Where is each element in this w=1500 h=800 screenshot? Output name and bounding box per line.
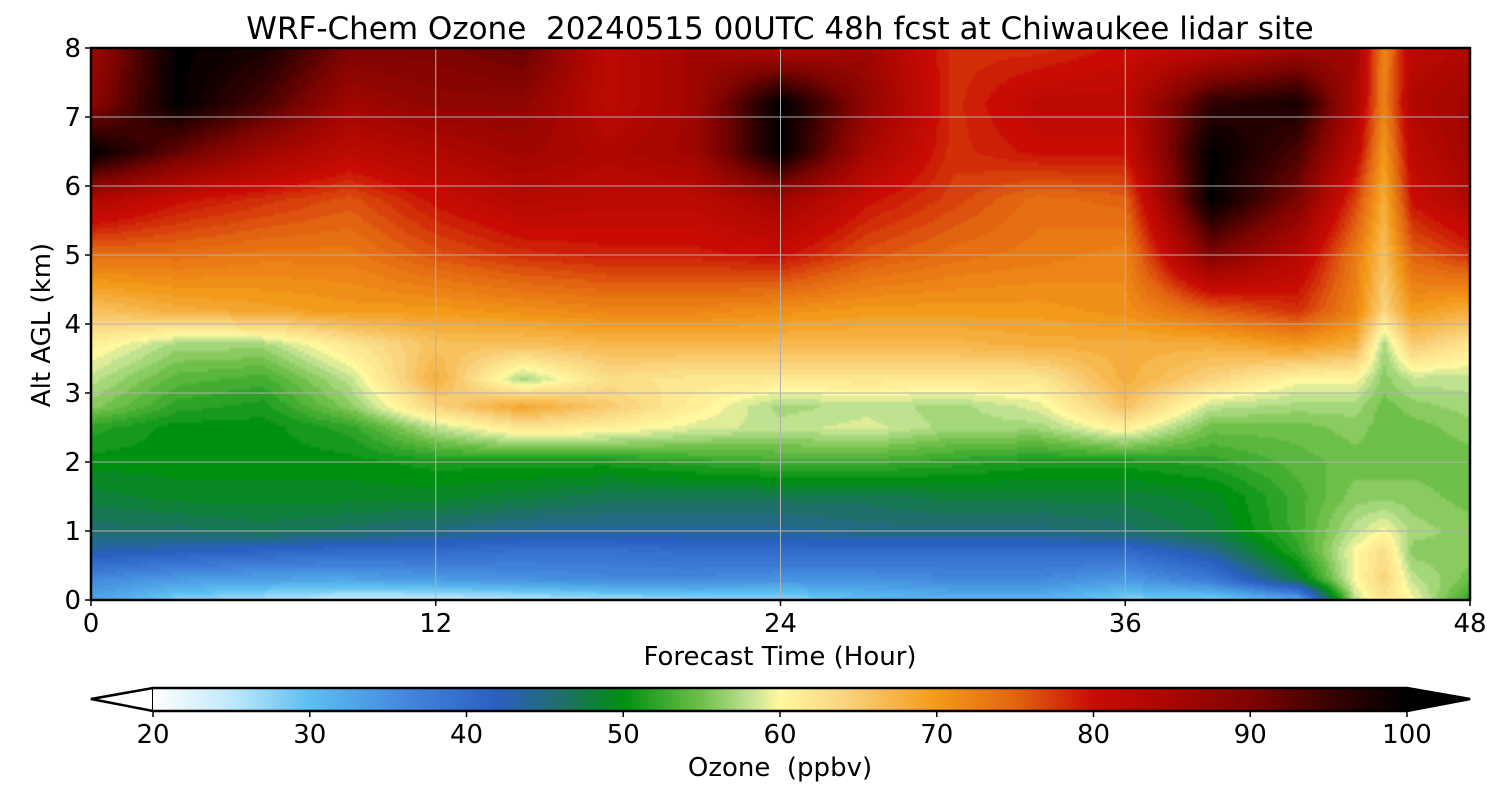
colorbar-gradient xyxy=(153,688,1407,711)
x-tick-label: 0 xyxy=(83,609,100,639)
y-tick-label: 0 xyxy=(64,586,81,616)
x-axis-label: Forecast Time (Hour) xyxy=(643,642,916,672)
colorbar-tick-label: 90 xyxy=(1234,720,1267,750)
x-tick-label: 36 xyxy=(1109,609,1142,639)
colorbar-tick-label: 50 xyxy=(607,720,640,750)
colorbar-tick-label: 100 xyxy=(1382,720,1432,750)
y-tick-label: 5 xyxy=(64,241,81,271)
colorbar-label: Ozone (ppbv) xyxy=(688,753,872,783)
colorbar-tick-label: 20 xyxy=(136,720,169,750)
x-tick-label: 24 xyxy=(764,609,797,639)
colorbar-tick-label: 80 xyxy=(1077,720,1110,750)
y-axis-label: Alt AGL (km) xyxy=(27,243,57,407)
colorbar-ticks: 20 30 40 50 60 70 80 90 100 xyxy=(136,711,1432,750)
chart-title: WRF-Chem Ozone 20240515 00UTC 48h fcst a… xyxy=(246,11,1313,47)
x-tick-label: 12 xyxy=(419,609,452,639)
y-tick-label: 6 xyxy=(64,172,81,202)
plot-area xyxy=(91,48,1470,600)
y-tick-label: 3 xyxy=(64,379,81,409)
y-tick-label: 2 xyxy=(64,448,81,478)
y-axis-ticks: 0 1 2 3 4 5 6 7 8 xyxy=(64,34,91,616)
colorbar-tick-label: 70 xyxy=(920,720,953,750)
grid-lines xyxy=(91,48,1470,600)
colorbar-tick-label: 60 xyxy=(763,720,796,750)
colorbar-tick-label: 30 xyxy=(293,720,326,750)
x-tick-label: 48 xyxy=(1453,609,1486,639)
colorbar-extend-min xyxy=(90,686,154,713)
colorbar: 20 30 40 50 60 70 80 90 100 Ozone (ppbv) xyxy=(90,686,1471,783)
x-axis-ticks: 0 12 24 36 48 xyxy=(83,600,1487,639)
y-tick-label: 7 xyxy=(64,103,81,133)
colorbar-tick-label: 40 xyxy=(450,720,483,750)
colorbar-extend-max xyxy=(1406,686,1471,713)
y-tick-label: 4 xyxy=(64,310,81,340)
y-tick-label: 8 xyxy=(64,34,81,64)
y-tick-label: 1 xyxy=(64,517,81,547)
